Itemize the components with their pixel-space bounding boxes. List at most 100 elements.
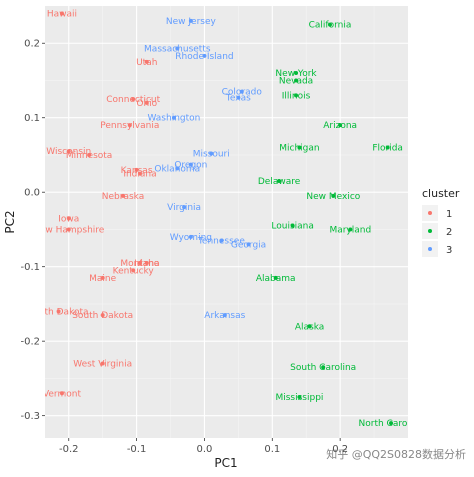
- x-axis-title: PC1: [214, 456, 237, 470]
- state-label: New Hampshire: [33, 225, 105, 235]
- legend-entry-label: 3: [446, 245, 452, 256]
- state-label: Oregon: [174, 161, 207, 171]
- state-label: Illinois: [282, 91, 311, 101]
- state-label: Alaska: [295, 322, 324, 332]
- state-label: Idaho: [134, 259, 160, 269]
- state-label: Ohio: [136, 99, 157, 109]
- state-label: Wyoming: [170, 233, 212, 243]
- data-point: [175, 46, 180, 51]
- data-point: [66, 216, 71, 221]
- state-label: Minnesota: [66, 151, 112, 161]
- data-point: [236, 95, 241, 100]
- state-label: Delaware: [258, 177, 301, 187]
- data-point: [144, 59, 149, 64]
- y-tick-label: -0.2: [20, 337, 40, 348]
- state-label: North Carolina: [359, 419, 424, 429]
- data-point: [175, 166, 180, 171]
- state-label: Nebraska: [102, 192, 144, 202]
- state-label: Arkansas: [204, 311, 245, 321]
- state-label: Michigan: [279, 144, 319, 154]
- legend-key-point: [428, 229, 432, 233]
- y-tick-label: 0.1: [24, 113, 40, 124]
- data-point: [246, 242, 251, 247]
- state-label: Arizona: [323, 121, 357, 131]
- data-point: [348, 227, 353, 232]
- data-point: [188, 162, 193, 167]
- state-label: Pennsylvania: [100, 121, 159, 131]
- state-label: Maryland: [329, 225, 371, 235]
- y-tick-label: 0.0: [24, 188, 40, 199]
- state-label: New Mexico: [306, 192, 360, 202]
- data-point: [121, 193, 126, 198]
- data-point: [144, 100, 149, 105]
- state-label: Oklahoma: [154, 164, 200, 174]
- data-point: [100, 313, 105, 318]
- state-label: North Dakota: [29, 307, 89, 317]
- data-point: [389, 421, 394, 426]
- data-point: [327, 22, 332, 27]
- state-label: Connecticut: [106, 95, 160, 105]
- data-point: [59, 391, 64, 396]
- data-point: [137, 260, 142, 265]
- data-point: [297, 395, 302, 400]
- state-label: West Virginia: [73, 360, 132, 370]
- state-label: Iowa: [58, 214, 79, 224]
- state-label: Virginia: [167, 203, 201, 213]
- state-label: Mississippi: [275, 393, 323, 403]
- y-axis-ticks: -0.3 -0.2 -0.1 0.0 0.1 0.2: [20, 39, 45, 422]
- x-tick-label: 0.1: [264, 444, 280, 455]
- data-point: [188, 234, 193, 239]
- data-point: [222, 313, 227, 318]
- state-label: Wisconsin: [46, 147, 91, 157]
- state-label: Kansas: [121, 166, 153, 176]
- state-label: Alabama: [256, 274, 296, 284]
- data-point: [273, 275, 278, 280]
- data-point: [277, 179, 282, 184]
- y-tick-label: 0.2: [24, 39, 40, 50]
- data-point: [294, 78, 299, 83]
- state-label: Vermont: [43, 389, 82, 399]
- state-label: Hawaii: [47, 9, 77, 19]
- data-point: [294, 93, 299, 98]
- data-point: [100, 361, 105, 366]
- data-point: [294, 71, 299, 76]
- data-point: [100, 275, 105, 280]
- data-point: [87, 152, 92, 157]
- data-point: [307, 324, 312, 329]
- state-label: California: [309, 21, 352, 31]
- major-gridlines: [45, 6, 408, 438]
- data-point: [188, 18, 193, 23]
- y-tick-label: -0.3: [20, 411, 40, 422]
- data-point: [66, 227, 71, 232]
- data-point: [144, 260, 149, 265]
- state-label: Kentucky: [113, 266, 155, 276]
- state-label: Montana: [120, 259, 159, 269]
- y-axis-title: PC2: [3, 210, 17, 233]
- data-point: [209, 151, 214, 156]
- state-label: South Dakota: [72, 311, 133, 321]
- x-axis-ticks: -0.2 -0.1 0.0 0.1 0.2: [59, 438, 348, 455]
- data-point: [182, 205, 187, 210]
- data-point: [239, 89, 244, 94]
- state-label: Texas: [225, 94, 251, 104]
- state-label: South Carolina: [290, 363, 356, 373]
- data-point: [338, 123, 343, 128]
- data-point: [56, 309, 61, 314]
- state-label: Maine: [89, 274, 116, 284]
- data-point: [137, 171, 142, 176]
- x-tick-label: -0.2: [59, 444, 79, 455]
- data-point: [331, 193, 336, 198]
- y-tick-label: -0.1: [20, 262, 40, 273]
- state-label: Washington: [147, 114, 200, 124]
- state-label: Missouri: [193, 149, 230, 159]
- plot-panel: [45, 6, 408, 438]
- x-tick-label: 0.0: [196, 444, 212, 455]
- data-point: [131, 97, 136, 102]
- x-tick-label: -0.1: [127, 444, 147, 455]
- state-label: Indiana: [123, 170, 156, 180]
- watermark: 知乎 @QQ2S0828数据分析: [326, 447, 466, 461]
- state-label: Rhode Island: [175, 52, 233, 62]
- x-tick-label: 0.2: [332, 444, 348, 455]
